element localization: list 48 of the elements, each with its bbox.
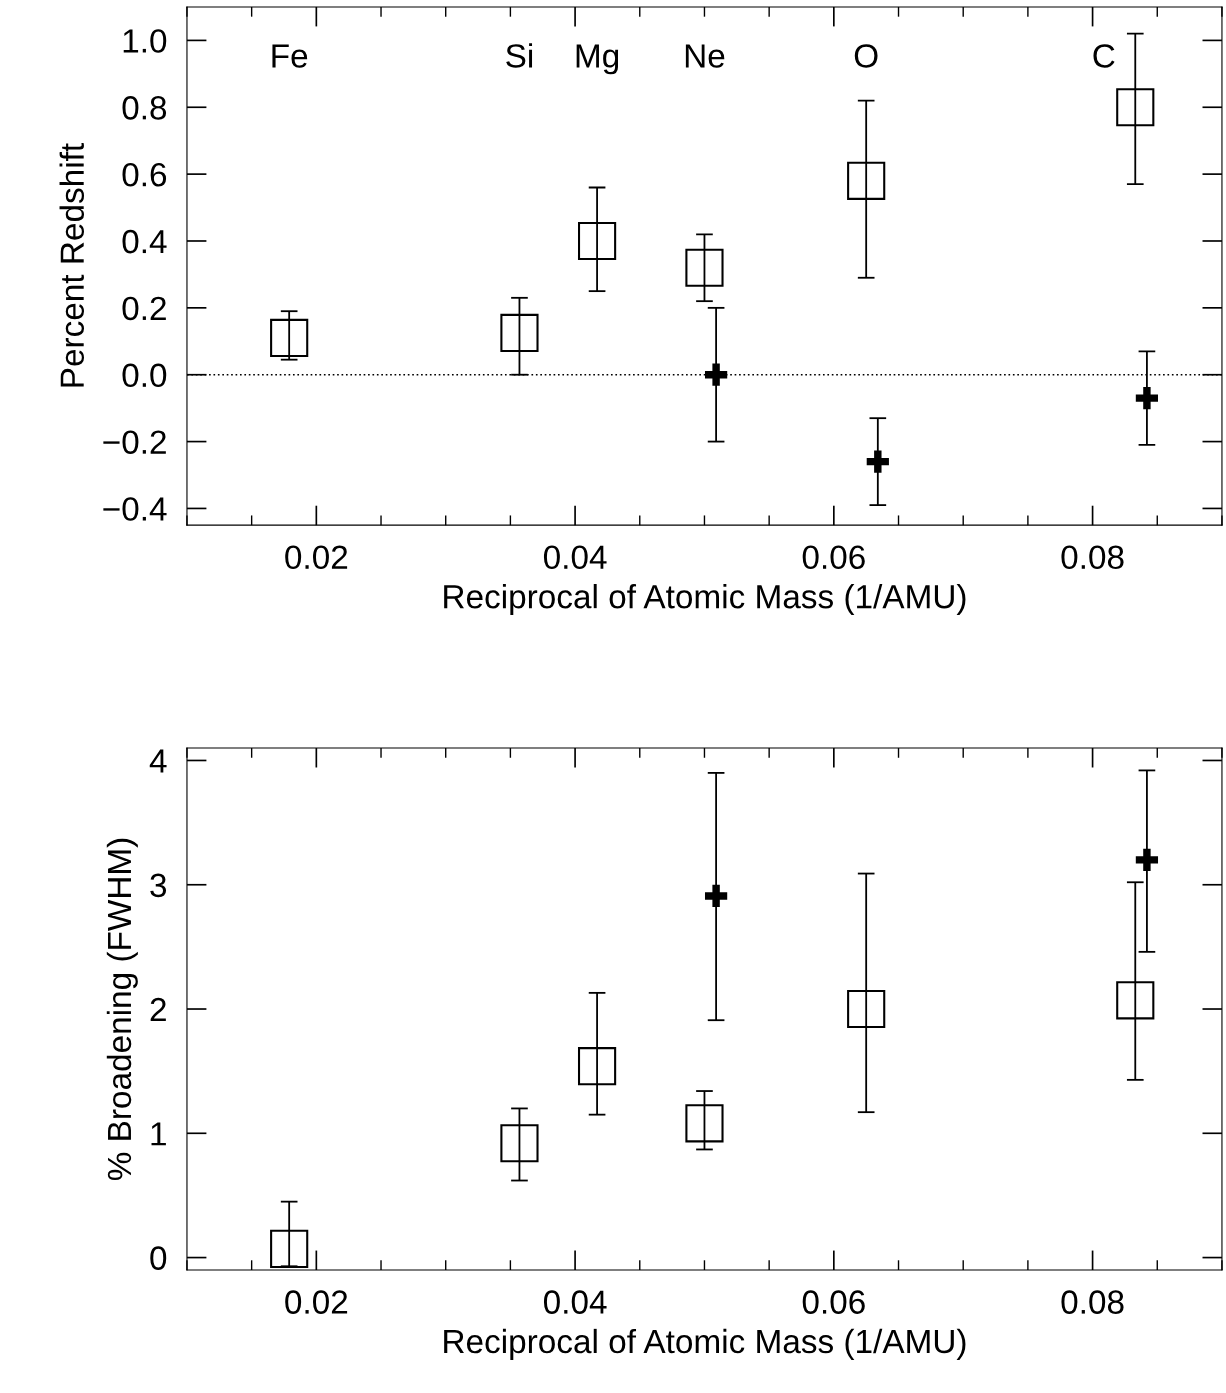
point xyxy=(1116,88,1155,127)
point xyxy=(685,1104,724,1143)
point xyxy=(704,363,728,386)
y-tick-label: 1 xyxy=(151,1122,166,1146)
point xyxy=(685,248,724,287)
point xyxy=(270,1229,309,1268)
y-tick-label: 0.2 xyxy=(122,296,166,321)
point xyxy=(1135,848,1159,871)
y-tick-label: 0.6 xyxy=(122,162,167,187)
point xyxy=(1135,387,1159,410)
point xyxy=(847,989,886,1029)
x-tick-label: 0.08 xyxy=(1061,545,1124,570)
y-tick-label: −0.4 xyxy=(103,497,167,521)
x-axis-title: Reciprocal of Atomic Mass (1/AMU) xyxy=(444,584,966,616)
y-tick-label: 1.0 xyxy=(123,29,167,53)
annotation: C xyxy=(1093,44,1115,68)
point xyxy=(577,1047,617,1086)
y-tick-label: 0.8 xyxy=(122,96,167,120)
x-tick-label: 0.06 xyxy=(802,545,865,570)
x-tick-label: 0.04 xyxy=(543,1290,607,1314)
annotation: Mg xyxy=(576,44,619,75)
point xyxy=(500,313,539,353)
y-tick-label: 4 xyxy=(149,749,167,773)
y-axis-title: % Broadening (FWHM) xyxy=(106,838,138,1181)
y-tick-label: 0.0 xyxy=(122,363,167,388)
y-tick-label: −0.2 xyxy=(103,430,166,454)
x-tick-label: 0.02 xyxy=(285,545,348,570)
x-axis-title: Reciprocal of Atomic Mass (1/AMU) xyxy=(444,1328,966,1360)
point xyxy=(704,884,728,908)
x-tick-label: 0.04 xyxy=(543,545,607,570)
x-tick-label: 0.02 xyxy=(285,1290,348,1314)
point xyxy=(577,221,617,261)
point xyxy=(270,318,309,358)
x-tick-label: 0.06 xyxy=(802,1290,865,1314)
y-tick-label: 0.4 xyxy=(122,229,167,254)
annotation: O xyxy=(854,44,878,68)
y-axis-title: Percent Redshift xyxy=(59,143,85,387)
x-tick-label: 0.08 xyxy=(1061,1290,1124,1314)
point xyxy=(866,450,889,473)
y-tick-label: 0 xyxy=(150,1246,167,1270)
annotation: Si xyxy=(506,43,533,68)
y-tick-label: 2 xyxy=(150,997,166,1022)
y-tick-label: 3 xyxy=(150,873,167,898)
point xyxy=(1116,981,1155,1020)
annotation: Fe xyxy=(272,44,308,68)
point xyxy=(500,1124,539,1163)
point xyxy=(847,161,886,200)
annotation: Ne xyxy=(685,44,725,68)
